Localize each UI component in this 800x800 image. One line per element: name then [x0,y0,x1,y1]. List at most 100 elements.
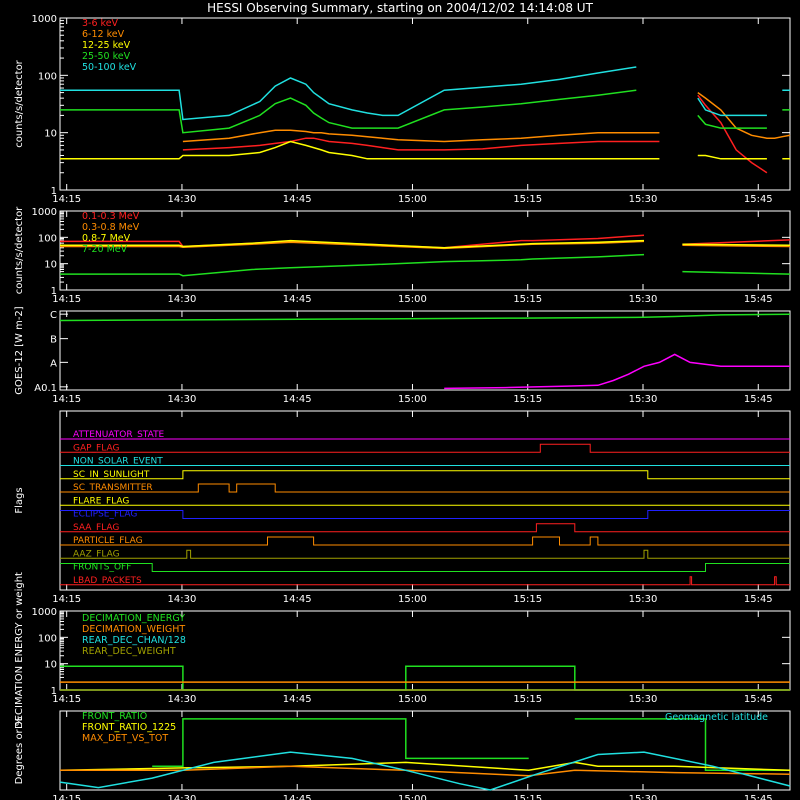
y-tick-label: 1 [51,686,57,697]
y-tick-label: 10 [44,260,57,271]
panel-frame [59,17,791,191]
y-tick-label: 100 [38,633,57,644]
x-tick-label: 14:45 [283,594,312,605]
x-tick-label: 15:15 [513,394,542,405]
flag-label: FRONTS_OFF [73,563,131,573]
x-tick-label: 14:15 [52,394,81,405]
series-line [182,94,768,174]
x-tick-label: 14:30 [168,594,197,605]
flag-label: FLARE_FLAG [73,496,129,506]
flag-label: NON_SOLAR_EVENT [73,457,163,467]
legend-entry: FRONT_RATIO_1225 [82,722,176,733]
x-tick-label: 15:15 [513,194,542,205]
y-tick-label: A [50,358,57,369]
panel-flags: 14:15 14:30 14:45 15:00 15:15 15:30 15:45 Flags… [14,410,791,605]
x-tick-label: 15:45 [744,694,773,705]
flag-label: ECLIPSE_FLAG [73,510,137,520]
x-tick-label: 14:45 [283,694,312,705]
x-tick-label: 15:15 [513,694,542,705]
x-tick-label: 15:30 [629,394,658,405]
x-tick-label: 15:15 [513,594,542,605]
series-line [182,91,791,143]
x-tick-label: 15:30 [629,294,658,305]
y-axis-label: DECIMATION ENERGY or weight [14,572,25,729]
flag-line [60,536,790,546]
legend-entry: 25-50 keV [82,51,131,62]
y-tick-label: B [50,335,57,346]
x-tick-label: 14:30 [168,294,197,305]
flag-label: SAA_FLAG [73,523,119,533]
x-tick-label: 14:30 [168,794,197,800]
flag-line [60,576,790,586]
flag-line [60,470,790,480]
panel-frame [59,410,791,591]
x-tick-label: 14:15 [52,294,81,305]
legend-entry: 7-20 MeV [82,244,128,255]
x-tick-label: 15:00 [398,594,427,605]
y-tick-label: 10 [44,129,57,140]
legend-entry: DECIMATION_ENERGY [82,613,185,624]
y-tick-label: 1 [51,286,57,297]
x-tick-label: 15:30 [629,194,658,205]
y-axis-label: counts/s/detector [14,206,25,294]
legend-entry: MAX_DET_VS_TOT [82,733,168,744]
series-line [59,751,791,791]
flag-label: PARTICLE_FLAG [73,536,143,546]
y-tick-label: 10 [44,660,57,671]
figure-title: HESSI Observing Summary, starting on 200… [207,1,593,15]
legend-entry: 0.3-0.8 MeV [82,222,140,233]
legend-entry: FRONT_RATIO [82,711,147,722]
flag-label: ATTENUATOR_STATE [73,430,165,440]
legend-entry: 3-6 keV [82,18,119,29]
x-tick-label: 14:15 [52,594,81,605]
series-line [60,66,790,121]
y-tick-label: C [50,310,57,321]
flag-label: GAP_FLAG [73,443,119,453]
x-tick-label: 14:45 [283,194,312,205]
flag-label: AAZ_FLAG [73,549,120,559]
x-tick-label: 14:30 [168,194,197,205]
flag-label: SC_TRANSMITTER [73,483,153,493]
x-tick-label: 15:30 [629,694,658,705]
x-tick-label: 15:15 [513,794,542,800]
legend-entry: 12-25 keV [82,40,131,51]
x-tick-label: 14:45 [283,394,312,405]
x-tick-label: 14:45 [283,294,312,305]
series-line [59,313,791,322]
flag-line [60,483,790,493]
legend-entry: 0.1-0.3 MeV [82,211,140,222]
x-tick-label: 14:30 [168,694,197,705]
x-tick-label: 15:45 [744,294,773,305]
panel-frame [59,710,791,791]
series-line [60,253,791,277]
legend-entry: 0.8-7 MeV [82,233,131,244]
flag-label: LBAD_PACKETS [73,576,142,586]
x-tick-label: 15:00 [398,694,427,705]
series-line [60,140,790,160]
y-tick-label: 1 [51,186,57,197]
x-tick-label: 14:15 [52,694,81,705]
x-tick-label: 15:45 [744,194,773,205]
x-tick-label: 15:00 [398,794,427,800]
y-tick-label: 1000 [32,607,57,618]
y-tick-label: 100 [38,233,57,244]
x-tick-label: 15:45 [744,594,773,605]
y-axis-label: Flags [14,487,25,513]
x-tick-label: 15:30 [629,594,658,605]
series-line [60,665,790,691]
panel-decimation: 14:15 14:30 14:45 15:00 15:15 15:30 15:45 DECIM… [14,572,791,729]
legend-entry: 6-12 keV [82,29,125,40]
panel-highenergy: 14:15 14:30 14:45 15:00 15:15 15:30 15:45 count… [14,206,791,305]
legend-entry: 50-100 keV [82,62,137,73]
x-tick-label: 14:30 [168,394,197,405]
series-line [59,761,791,772]
series-line [60,765,791,777]
x-tick-label: 15:45 [744,394,773,405]
y-tick-label: 1000 [32,207,57,218]
panel-goes: 14:15 14:30 14:45 15:00 15:15 15:30 15:45 GOES-… [14,306,791,405]
panel-frame [59,310,791,391]
x-tick-label: 15:00 [398,194,427,205]
x-tick-label: 15:45 [744,794,773,800]
flag-line [60,549,790,559]
flag-line [60,563,790,572]
